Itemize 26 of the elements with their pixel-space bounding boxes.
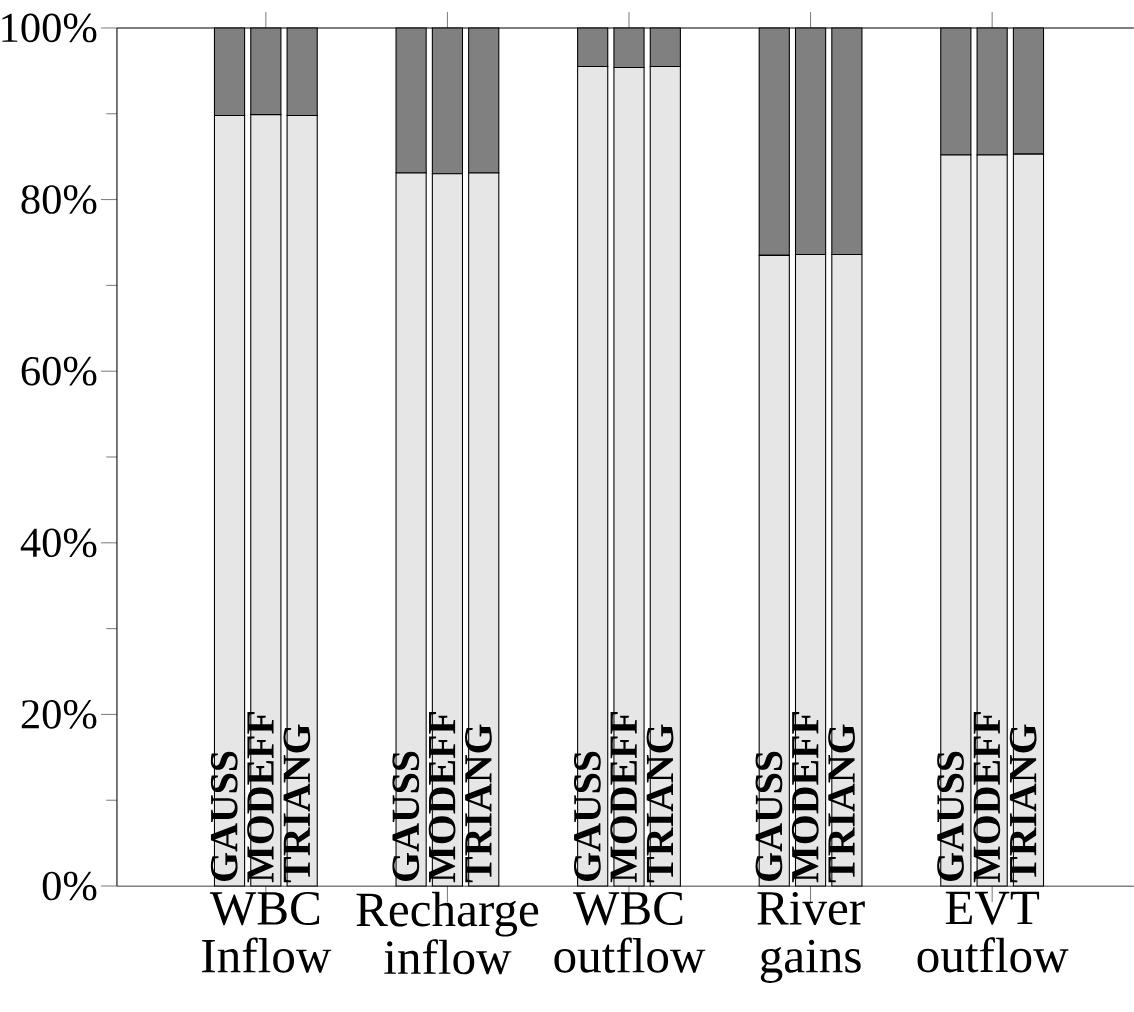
x-tick-label: GAUSS (392, 751, 420, 881)
text: Recharge inflow (356, 891, 539, 975)
text: WBC Inflow (202, 891, 332, 973)
text: River gains (757, 891, 865, 983)
y-tick-label: 0% (42, 871, 97, 901)
text: WBC outflow (554, 891, 706, 973)
y-tick-label: 80% (21, 185, 97, 214)
x-tick-label: TRIANG (465, 724, 492, 883)
x-tick-label: TRIANG (646, 724, 674, 883)
x-tick-label: GAUSS (573, 751, 601, 881)
y-tick-label: 40% (20, 528, 97, 558)
text: EVT outflow (917, 891, 1069, 973)
x-tick-label: MODEFF (610, 712, 638, 883)
x-tick-label: GAUSS (755, 751, 783, 881)
y-tick-label: 60% (21, 356, 97, 386)
x-tick-label: GAUSS (937, 751, 964, 881)
y-tick-label: 100% (2, 13, 97, 43)
x-tick-label: TRIANG (283, 724, 311, 883)
x-tick-label: GAUSS (210, 751, 238, 881)
x-tick-label: MODEFF (973, 712, 1001, 883)
x-tick-label: TRIANG (828, 724, 855, 883)
x-tick-label: MODEFF (791, 712, 819, 883)
x-tick-label: TRIANG (1009, 724, 1037, 883)
x-tick-label: MODEFF (247, 712, 274, 883)
y-tick-label: 20% (21, 700, 97, 729)
x-tick-label: MODEFF (428, 712, 456, 883)
